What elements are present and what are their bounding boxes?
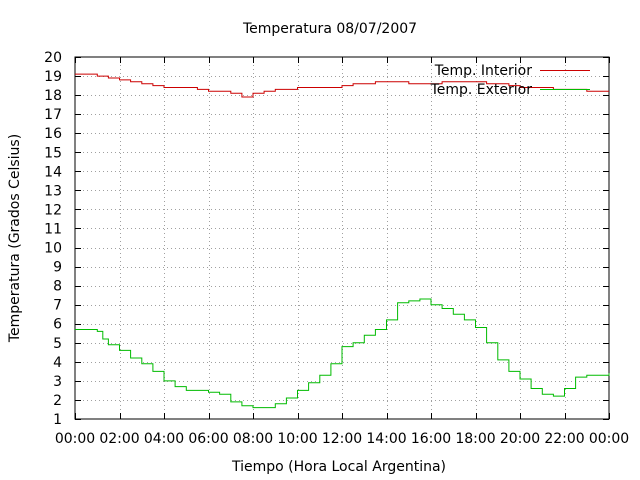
y-tick-label: 9 [53, 260, 62, 276]
y-tick-label: 19 [44, 69, 62, 85]
x-tick-label: 10:00 [277, 431, 317, 447]
y-tick-label: 16 [44, 126, 62, 142]
x-tick-label: 14:00 [366, 431, 406, 447]
x-tick-label: 18:00 [455, 431, 495, 447]
axis-ticks: 00:00 02:00 04:00 06:00 08:00 10:00 12:00 14:00… [44, 50, 629, 447]
x-axis-label: Tiempo (Hora Local Argentina) [231, 459, 446, 475]
x-tick-label: 02:00 [99, 431, 139, 447]
y-tick-label: 13 [44, 183, 62, 199]
y-axis-label: Temperatura (Grados Celsius) [7, 134, 23, 343]
x-tick-label: 12:00 [322, 431, 362, 447]
y-tick-label: 20 [44, 50, 62, 66]
series-line-exterior [75, 298, 610, 409]
x-tick-label: 16:00 [411, 431, 451, 447]
x-tick-label: 00:00 [55, 431, 95, 447]
y-tick-label: 5 [53, 336, 62, 352]
x-tick-label: 20:00 [500, 431, 540, 447]
y-tick-label: 10 [44, 241, 62, 257]
y-tick-label: 8 [53, 279, 62, 295]
y-tick-label: 17 [44, 107, 62, 123]
x-tick-label: 08:00 [233, 431, 273, 447]
y-tick-label: 1 [53, 412, 62, 428]
legend-label: Temp. Exterior [430, 82, 533, 98]
y-tick-label: 6 [53, 317, 62, 333]
y-tick-label: 11 [44, 221, 62, 237]
x-tick-label: 22:00 [544, 431, 584, 447]
y-tick-label: 14 [44, 164, 62, 180]
y-tick-label: 12 [44, 202, 62, 218]
x-tick-label: 06:00 [188, 431, 228, 447]
y-tick-label: 3 [53, 374, 62, 390]
y-tick-label: 2 [53, 393, 62, 409]
y-tick-label: 4 [53, 355, 62, 371]
x-tick-label: 00:00 [589, 431, 629, 447]
series-lines [75, 73, 610, 409]
chart-title: Temperatura 08/07/2007 [242, 21, 417, 37]
y-tick-label: 15 [44, 145, 62, 161]
y-tick-label: 7 [53, 298, 62, 314]
legend: Temp. Interior Temp. Exterior [430, 63, 590, 98]
x-tick-label: 04:00 [144, 431, 184, 447]
series-line-interior [75, 73, 609, 98]
grid-lines [75, 57, 609, 419]
legend-label: Temp. Interior [434, 63, 533, 79]
y-tick-label: 18 [44, 88, 62, 104]
